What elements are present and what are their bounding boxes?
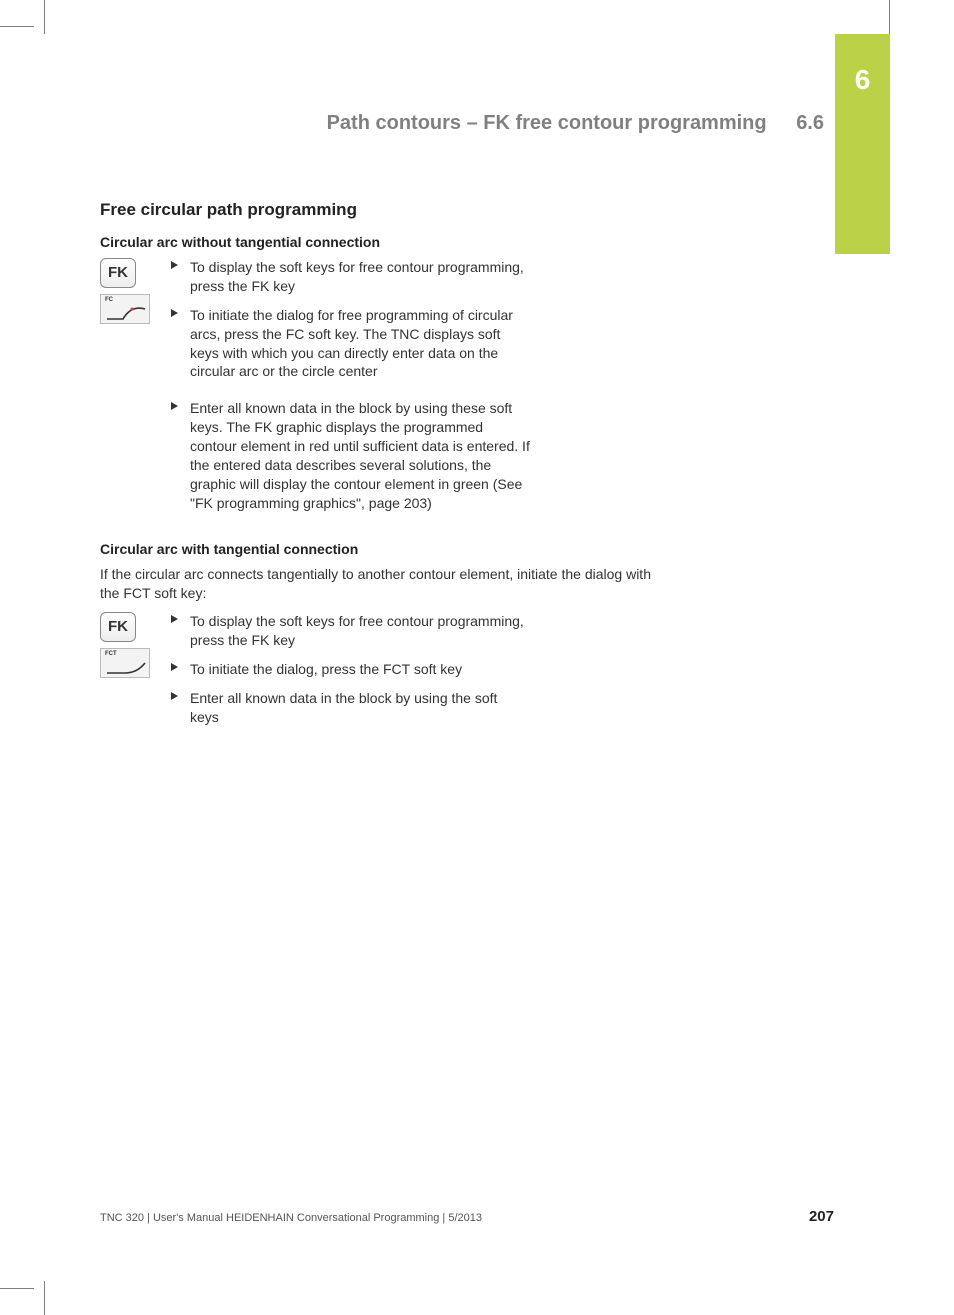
triangle-bullet-icon — [170, 662, 184, 672]
bullet-item: To display the soft keys for free contou… — [170, 258, 530, 296]
running-header: Path contours – FK free contour programm… — [310, 112, 824, 135]
bullet-item: To initiate the dialog for free programm… — [170, 306, 530, 382]
text-column: To display the soft keys for free contou… — [170, 612, 530, 736]
section-title: Free circular path programming — [100, 200, 660, 220]
subsection-without-tangential: Circular arc without tangential connecti… — [100, 234, 660, 523]
chapter-number: 6 — [855, 64, 871, 95]
triangle-bullet-icon — [170, 401, 184, 411]
footer-text: TNC 320 | User's Manual HEIDENHAIN Conve… — [100, 1212, 482, 1224]
bullet-text: To initiate the dialog for free programm… — [190, 306, 530, 382]
instruction-row: FK FC To display the soft keys for free … — [100, 258, 660, 391]
fc-softkey-icon: FC — [100, 294, 150, 324]
subsection-heading: Circular arc without tangential connecti… — [100, 234, 660, 250]
bullet-item: To initiate the dialog, press the FCT so… — [170, 660, 530, 679]
crop-mark — [0, 1288, 34, 1289]
crop-mark — [889, 0, 890, 34]
subsection-with-tangential: Circular arc with tangential connection … — [100, 541, 660, 737]
bullet-item: Enter all known data in the block by usi… — [170, 399, 530, 512]
softkey-label: FCT — [105, 651, 117, 657]
bullet-item: Enter all known data in the block by usi… — [170, 689, 530, 727]
fct-softkey-icon: FCT — [100, 648, 150, 678]
text-column: To display the soft keys for free contou… — [170, 258, 530, 391]
chapter-tab: 6 — [835, 34, 890, 254]
fk-key-icon: FK — [100, 612, 136, 642]
triangle-bullet-icon — [170, 614, 184, 624]
triangle-bullet-icon — [170, 260, 184, 270]
page: 6 Path contours – FK free contour progra… — [0, 0, 954, 1315]
bullet-text: Enter all known data in the block by usi… — [190, 399, 530, 512]
text-column: Enter all known data in the block by usi… — [170, 399, 530, 522]
crop-mark — [44, 1281, 45, 1315]
triangle-bullet-icon — [170, 691, 184, 701]
key-column: FK FC — [100, 258, 170, 330]
triangle-bullet-icon — [170, 308, 184, 318]
crop-mark — [44, 0, 45, 34]
bullet-text: To initiate the dialog, press the FCT so… — [190, 660, 462, 679]
bullet-text: To display the soft keys for free contou… — [190, 258, 530, 296]
content-area: Free circular path programming Circular … — [100, 200, 660, 755]
header-section-number: 6.6 — [796, 112, 824, 134]
crop-mark — [0, 26, 34, 27]
bullet-text: To display the soft keys for free contou… — [190, 612, 530, 650]
page-number: 207 — [809, 1208, 834, 1225]
key-column: FK FCT — [100, 612, 170, 684]
bullet-text: Enter all known data in the block by usi… — [190, 689, 530, 727]
header-title: Path contours – FK free contour programm… — [327, 112, 767, 134]
intro-paragraph: If the circular arc connects tangentiall… — [100, 565, 660, 603]
instruction-row: Enter all known data in the block by usi… — [100, 399, 660, 522]
subsection-heading: Circular arc with tangential connection — [100, 541, 660, 557]
bullet-item: To display the soft keys for free contou… — [170, 612, 530, 650]
page-footer: TNC 320 | User's Manual HEIDENHAIN Conve… — [100, 1208, 834, 1225]
softkey-label: FC — [105, 297, 113, 303]
fk-key-icon: FK — [100, 258, 136, 288]
instruction-row: FK FCT To display the soft keys for free… — [100, 612, 660, 736]
